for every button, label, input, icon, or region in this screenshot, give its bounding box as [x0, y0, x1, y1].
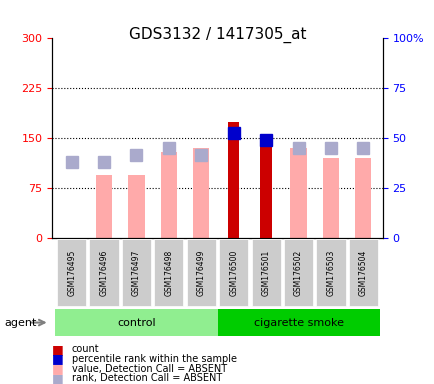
- Bar: [260, 139, 271, 238]
- Bar: [96, 175, 112, 238]
- FancyBboxPatch shape: [251, 240, 280, 306]
- Text: GSM176503: GSM176503: [326, 250, 335, 296]
- FancyBboxPatch shape: [57, 240, 86, 306]
- FancyBboxPatch shape: [316, 240, 345, 306]
- Bar: [322, 148, 338, 238]
- Text: GSM176498: GSM176498: [164, 250, 173, 296]
- Text: GSM176500: GSM176500: [229, 250, 238, 296]
- FancyBboxPatch shape: [186, 240, 215, 306]
- Text: count: count: [72, 344, 99, 354]
- FancyBboxPatch shape: [154, 240, 183, 306]
- Text: ■: ■: [52, 343, 64, 356]
- Text: ■: ■: [52, 372, 64, 384]
- Bar: [161, 148, 177, 238]
- Text: GSM176504: GSM176504: [358, 250, 367, 296]
- Text: percentile rank within the sample: percentile rank within the sample: [72, 354, 236, 364]
- Text: cigarette smoke: cigarette smoke: [253, 318, 343, 328]
- FancyBboxPatch shape: [348, 240, 377, 306]
- Bar: [161, 152, 177, 238]
- Bar: [128, 155, 144, 238]
- FancyBboxPatch shape: [283, 240, 312, 306]
- Text: GSM176501: GSM176501: [261, 250, 270, 296]
- Text: agent: agent: [4, 318, 36, 328]
- Text: rank, Detection Call = ABSENT: rank, Detection Call = ABSENT: [72, 373, 221, 383]
- Text: GDS3132 / 1417305_at: GDS3132 / 1417305_at: [128, 27, 306, 43]
- Bar: [96, 162, 112, 238]
- FancyBboxPatch shape: [217, 309, 379, 336]
- Text: value, Detection Call = ABSENT: value, Detection Call = ABSENT: [72, 364, 227, 374]
- Bar: [290, 148, 306, 238]
- FancyBboxPatch shape: [89, 240, 118, 306]
- Bar: [322, 158, 338, 238]
- Bar: [290, 148, 306, 238]
- FancyBboxPatch shape: [219, 240, 248, 306]
- Bar: [227, 122, 239, 238]
- Bar: [63, 162, 79, 238]
- FancyBboxPatch shape: [122, 240, 151, 306]
- Text: ■: ■: [52, 362, 64, 375]
- Bar: [355, 148, 371, 238]
- Bar: [193, 155, 209, 238]
- Text: ■: ■: [52, 353, 64, 366]
- Bar: [355, 158, 371, 238]
- Text: GSM176497: GSM176497: [132, 250, 141, 296]
- Text: GSM176502: GSM176502: [293, 250, 302, 296]
- Text: GSM176495: GSM176495: [67, 250, 76, 296]
- Text: control: control: [117, 318, 155, 328]
- Bar: [193, 148, 209, 238]
- FancyBboxPatch shape: [55, 309, 217, 336]
- Text: GSM176496: GSM176496: [99, 250, 108, 296]
- Text: GSM176499: GSM176499: [196, 250, 205, 296]
- Bar: [128, 175, 144, 238]
